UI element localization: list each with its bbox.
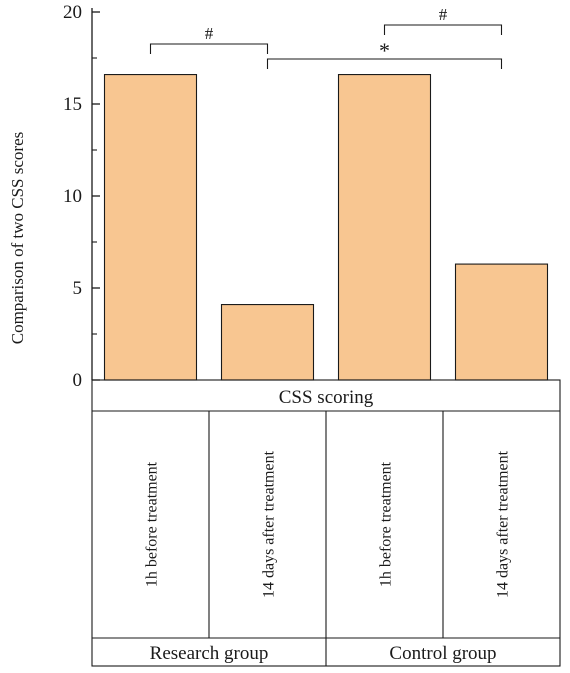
significance-bracket (266, 58, 503, 69)
group-label: Control group (389, 643, 496, 664)
y-tick-label: 5 (73, 278, 83, 299)
significance-bracket (383, 24, 503, 35)
bar-2 (220, 304, 315, 381)
table-header: CSS scoring (279, 387, 374, 408)
y-axis-label: Comparison of two CSS scores (8, 132, 27, 345)
group-label: Research group (150, 643, 269, 664)
significance-symbol: * (379, 38, 390, 63)
y-axis: 0 5 10 15 20 (63, 2, 100, 391)
y-tick-label: 0 (73, 370, 83, 391)
category-table: CSS scoring 1h before treatment 14 days af… (91, 379, 561, 667)
y-tick-label: 15 (63, 94, 82, 115)
bar-4 (454, 263, 549, 381)
significance-symbol: # (439, 5, 448, 24)
y-tick-label: 10 (63, 186, 82, 207)
y-tick-label: 20 (63, 2, 82, 23)
bar-1 (103, 74, 198, 381)
bars (103, 74, 549, 381)
category-label: 1h before treatment (378, 461, 395, 587)
significance-symbol: # (205, 24, 214, 43)
category-label: 14 days after treatment (261, 450, 278, 598)
category-label: 1h before treatment (144, 461, 161, 587)
category-label: 14 days after treatment (495, 450, 512, 598)
significance-annotations: # * # (149, 5, 503, 69)
bar-3 (337, 74, 432, 381)
significance-bracket (149, 43, 269, 54)
